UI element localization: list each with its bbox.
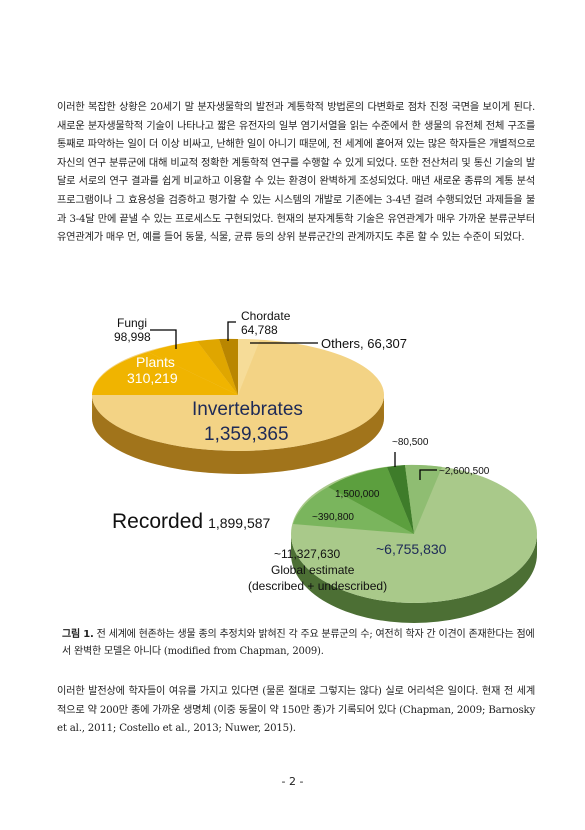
slice-fungi [197, 339, 238, 395]
svg-text:Others, 66,307: Others, 66,307 [321, 336, 407, 351]
global-title: Global estimate [271, 563, 355, 577]
svg-text:1,359,365: 1,359,365 [204, 424, 289, 445]
caption-label: 그림 1. [62, 629, 94, 640]
global-estimate-pie [291, 452, 537, 623]
label-invertebrates: Invertebrates [192, 399, 303, 420]
value-invertebrates: 1,359,365 [204, 424, 289, 445]
svg-text:Global estimate: Global estimate [271, 563, 355, 577]
value-chordate: 64,788 [241, 323, 278, 337]
caption-text: 전 세계에 현존하는 생물 종의 추정치와 밝혀진 각 주요 분류군의 수; 여… [62, 629, 535, 657]
value-1500000: 1,500,000 [335, 489, 380, 500]
recorded-pie [92, 321, 384, 474]
svg-text:1,500,000: 1,500,000 [335, 489, 380, 500]
global-subtitle: (described + undescribed) [248, 579, 387, 593]
value-6755830: ~6,755,830 [376, 541, 447, 557]
value-2600500: ~2,600,500 [439, 466, 490, 477]
slice-390800 [293, 487, 414, 534]
slice-chordate [219, 338, 238, 395]
page-number: - 2 - [281, 775, 304, 788]
svg-text:~2,600,500: ~2,600,500 [439, 466, 490, 477]
slice-2600500 [405, 464, 442, 534]
recorded-title: Recorded [112, 510, 203, 533]
svg-text:(described + undescribed): (described + undescribed) [248, 579, 387, 593]
svg-text:~11,327,630: ~11,327,630 [274, 547, 341, 561]
slice-others [238, 339, 260, 395]
svg-text:Fungi: Fungi [117, 316, 147, 330]
value-others: 66,307 [367, 336, 407, 351]
slice-plants [92, 352, 238, 395]
svg-text:~80,500: ~80,500 [392, 437, 429, 448]
svg-text:~390,800: ~390,800 [312, 512, 354, 523]
svg-text:98,998: 98,998 [114, 330, 151, 344]
recorded-total: 1,899,587 [208, 515, 270, 531]
slice-1500000 [328, 467, 414, 534]
svg-text:310,219: 310,219 [127, 370, 178, 386]
value-fungi: 98,998 [114, 330, 151, 344]
body-paragraph-2: 이러한 발전상에 학자들이 여유를 가지고 있다면 (물론 절대로 그렇지는 않… [57, 686, 535, 735]
svg-text:Invertebrates: Invertebrates [192, 399, 303, 420]
svg-text:64,788: 64,788 [241, 323, 278, 337]
label-plants: Plants [136, 354, 175, 370]
label-others: Others [321, 336, 361, 351]
value-80500: ~80,500 [392, 437, 429, 448]
figure-caption: 그림 1. 전 세계에 현존하는 생물 종의 추정치와 밝혀진 각 주요 분류군… [62, 626, 538, 660]
svg-text:Plants: Plants [136, 354, 175, 370]
global-total: ~11,327,630 [274, 547, 341, 561]
value-390800: ~390,800 [312, 512, 354, 523]
body-paragraph-1: 이러한 복잡한 상황은 20세기 말 분자생물학의 발전과 계통학적 방법론의 … [57, 102, 535, 244]
svg-text:~6,755,830: ~6,755,830 [376, 541, 447, 557]
label-fungi: Fungi [117, 316, 147, 330]
global-pie-side [291, 534, 537, 623]
label-chordate: Chordate [241, 309, 291, 323]
recorded-pie-side [92, 395, 384, 474]
value-plants: 310,219 [127, 370, 178, 386]
svg-text:Chordate: Chordate [241, 309, 291, 323]
